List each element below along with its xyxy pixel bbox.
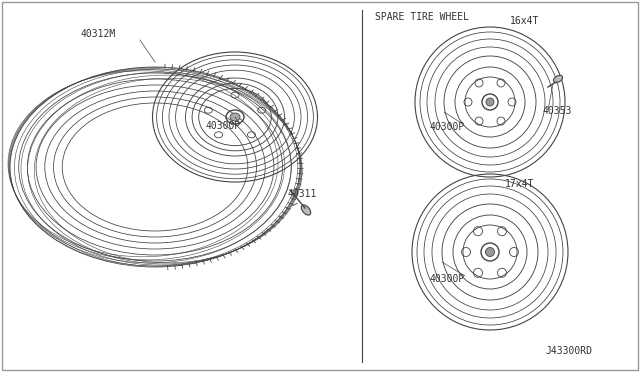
Ellipse shape	[486, 247, 495, 257]
Ellipse shape	[554, 76, 563, 83]
Text: 40300P: 40300P	[430, 274, 465, 284]
Text: 40353: 40353	[543, 106, 572, 116]
Text: 40300P: 40300P	[205, 121, 240, 131]
Text: 40312M: 40312M	[80, 29, 115, 39]
Text: J43300RD: J43300RD	[545, 346, 592, 356]
Ellipse shape	[230, 113, 240, 121]
Text: SPARE TIRE WHEEL: SPARE TIRE WHEEL	[375, 12, 469, 22]
Text: 16x4T: 16x4T	[510, 16, 540, 26]
Text: 17x4T: 17x4T	[505, 179, 534, 189]
Text: 40300P: 40300P	[430, 122, 465, 132]
Text: 40311: 40311	[288, 189, 317, 199]
Ellipse shape	[301, 205, 310, 215]
Ellipse shape	[486, 98, 494, 106]
